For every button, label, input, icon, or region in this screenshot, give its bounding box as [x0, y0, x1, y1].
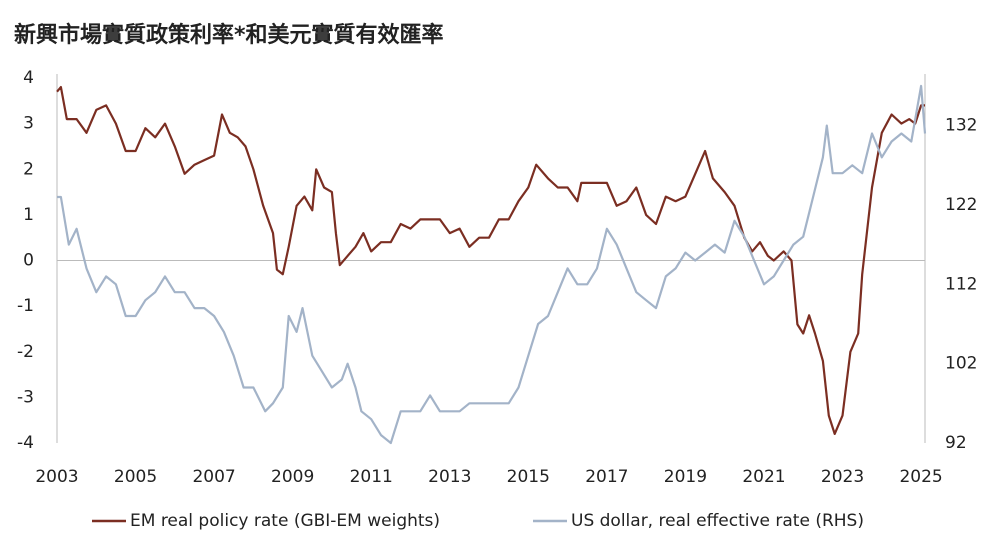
legend-label: US dollar, real effective rate (RHS) [571, 511, 864, 531]
x-tick-label: 2013 [428, 467, 471, 487]
x-tick-label: 2023 [821, 467, 864, 487]
y-tick-label: 0 [23, 251, 34, 271]
y2-tick-label: 102 [945, 354, 977, 374]
y-tick-label: -4 [17, 433, 34, 453]
x-tick-label: 2007 [192, 467, 235, 487]
x-tick-label: 2025 [899, 467, 942, 487]
y-tick-label: -1 [17, 296, 34, 316]
x-tick-label: 2011 [350, 467, 393, 487]
x-tick-label: 2019 [664, 467, 707, 487]
y-tick-label: 4 [23, 68, 34, 88]
chart-title: 新興市場實質政策利率*和美元實質有效匯率 [14, 22, 444, 48]
x-tick-label: 2009 [271, 467, 314, 487]
x-tick-label: 2017 [585, 467, 628, 487]
x-tick-label: 2015 [507, 467, 550, 487]
y-tick-label: 2 [23, 159, 34, 179]
x-tick-label: 2003 [35, 467, 78, 487]
y-tick-label: 1 [23, 205, 34, 225]
y2-tick-label: 112 [945, 274, 977, 294]
y-tick-label: 3 [23, 114, 34, 134]
series-line [57, 84, 927, 445]
series-line [56, 86, 925, 435]
y-tick-label: -2 [17, 342, 34, 362]
x-tick-label: 2005 [114, 467, 157, 487]
y2-tick-label: 132 [945, 116, 977, 136]
legend-label: EM real policy rate (GBI-EM weights) [130, 511, 440, 531]
x-tick-label: 2021 [742, 467, 785, 487]
y2-tick-label: 92 [945, 433, 967, 453]
y-tick-label: -3 [17, 387, 34, 407]
y2-tick-label: 122 [945, 195, 977, 215]
